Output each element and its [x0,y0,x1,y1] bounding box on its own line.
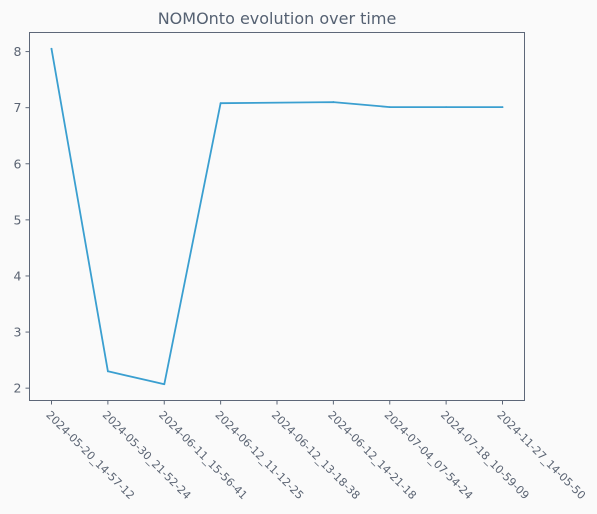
data-point [106,370,109,373]
y-tick-label: 2 [14,381,22,396]
x-axis: 2024-05-20_14-57-122024-05-30_21-52-2420… [43,400,588,502]
y-tick-label: 5 [14,212,22,227]
data-point [219,102,222,105]
y-tick-label: 8 [14,44,22,59]
series-layer [50,47,504,386]
data-point [163,383,166,386]
data-point [501,106,504,109]
data-point [388,106,391,109]
y-tick-label: 3 [14,325,22,340]
chart-title: NOMOnto evolution over time [158,9,397,28]
y-tick-label: 4 [14,268,22,283]
y-tick-label: 7 [14,100,22,115]
data-point [445,106,448,109]
data-point [50,47,53,50]
y-tick-label: 6 [14,156,22,171]
series-line [50,47,504,386]
y-axis: 2 3 4 5 6 7 8 [14,44,30,396]
data-point [332,101,335,103]
